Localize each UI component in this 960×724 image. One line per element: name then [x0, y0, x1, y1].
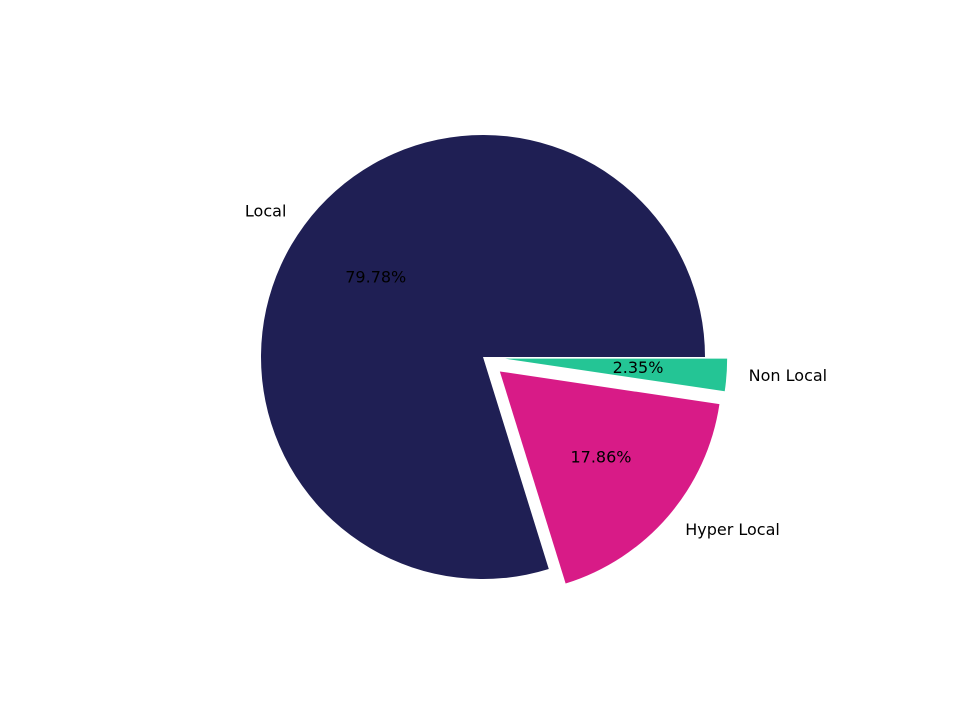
- pie-slice: [261, 134, 705, 579]
- slice-label: Local: [245, 202, 286, 221]
- pie-slice: [505, 358, 728, 392]
- percent-label: 2.35%: [613, 358, 664, 377]
- slice-label: Non Local: [749, 366, 827, 385]
- pie-slice: [499, 371, 720, 584]
- percent-label: 79.78%: [345, 267, 406, 286]
- percent-label: 17.86%: [570, 448, 631, 467]
- slice-label: Hyper Local: [685, 520, 780, 539]
